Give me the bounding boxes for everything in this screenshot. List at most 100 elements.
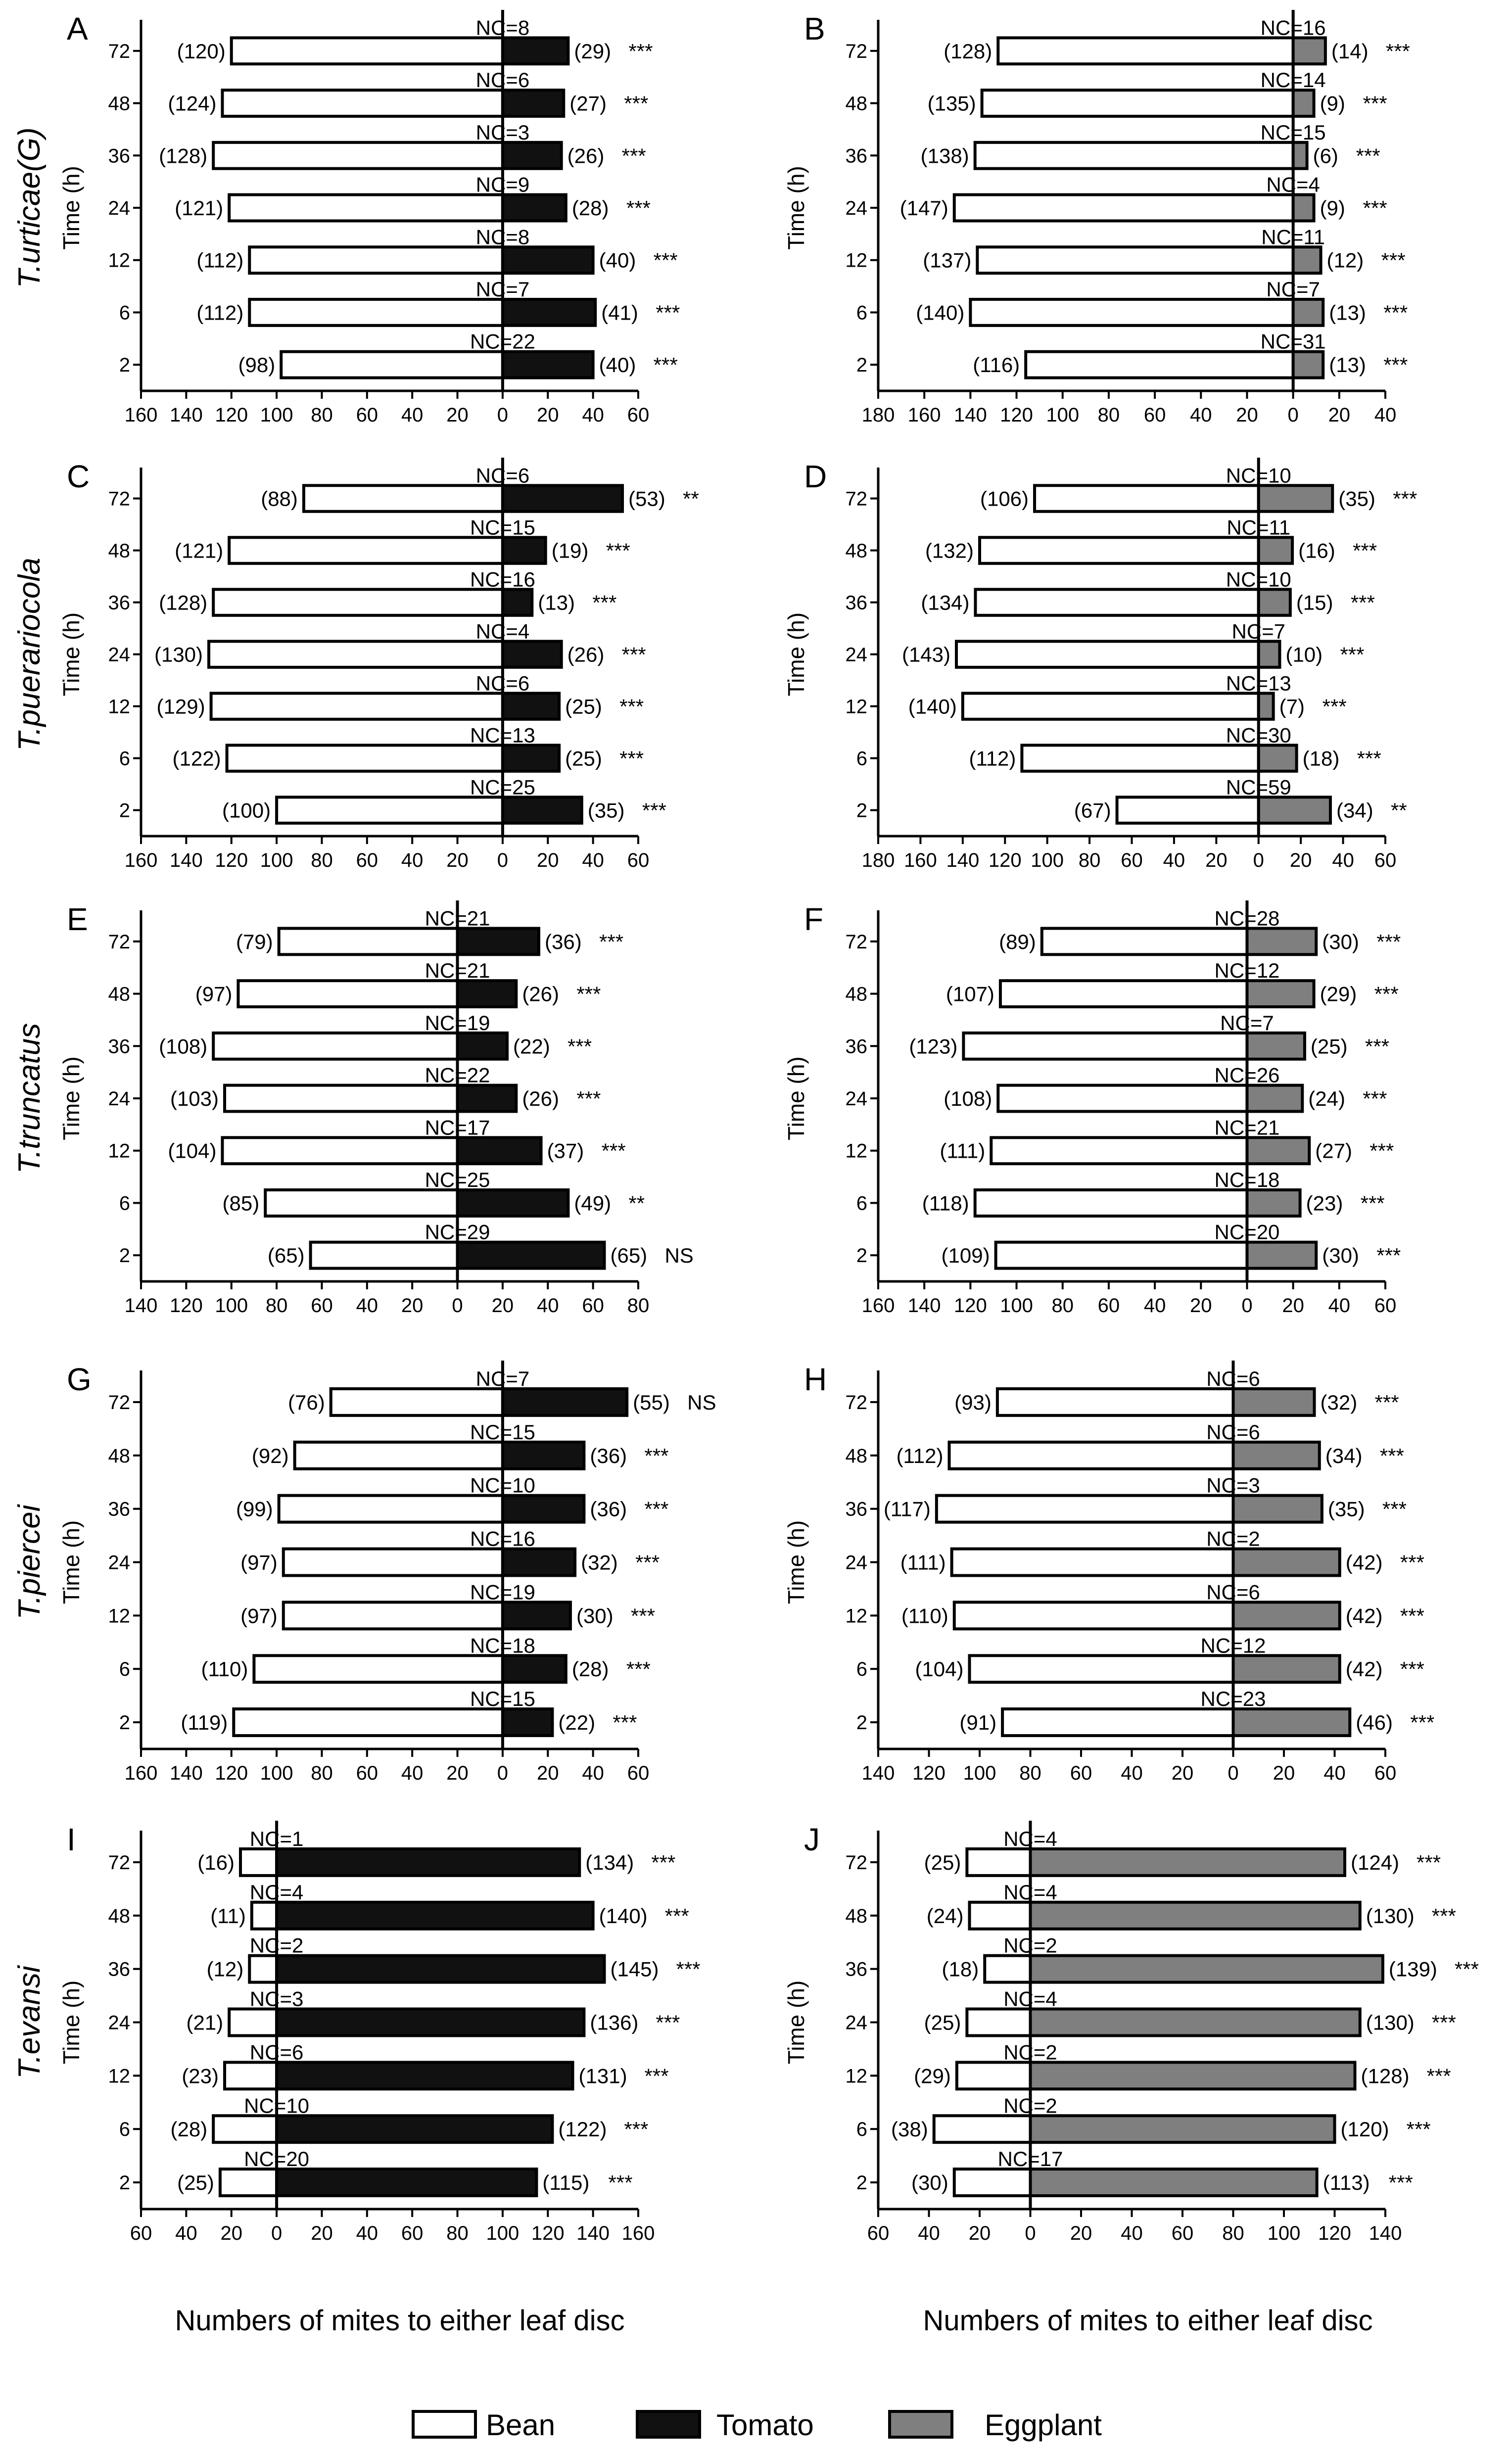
bar-count-label-left: (106): [980, 487, 1029, 511]
bar-tomato: [275, 1954, 606, 1984]
bar-eggplant: [1231, 1707, 1352, 1738]
nc-label: NC=18: [470, 1634, 535, 1657]
y-tick-label: 72: [846, 41, 868, 62]
bar-bean: [952, 1601, 1235, 1631]
nc-label: NC=17: [425, 1116, 490, 1139]
significance-label: ***: [1370, 1139, 1394, 1163]
bar-bean: [293, 1440, 504, 1470]
bar-count-label-left: (112): [196, 301, 243, 324]
significance-label: ***: [567, 1035, 592, 1058]
y-tick-label: 24: [108, 197, 131, 219]
bar-count-label-left: (89): [999, 930, 1036, 953]
x-tick-label: 0: [497, 849, 508, 871]
y-tick-label: 48: [846, 1445, 868, 1467]
nc-label: NC=15: [1261, 121, 1326, 144]
significance-label: ***: [1361, 1191, 1385, 1215]
bar-bean: [207, 640, 504, 669]
x-tick-label: 100: [260, 849, 293, 871]
bar-count-label-right: (25): [565, 747, 602, 770]
x-tick-label: 0: [1288, 404, 1299, 426]
x-tick-label: 20: [220, 2222, 242, 2244]
y-axis-label: Time (h): [58, 1520, 84, 1604]
x-tick-label: 20: [537, 1762, 559, 1784]
significance-label: ***: [1455, 1958, 1479, 1981]
bar-bean: [252, 1654, 504, 1684]
bar-bean: [1115, 796, 1260, 825]
species-label: T.urticae(G): [12, 127, 47, 288]
bar-bean: [277, 1494, 504, 1524]
bar-count-label-right: (29): [574, 40, 611, 63]
x-tick-label: 180: [862, 849, 895, 871]
bar-bean: [250, 1900, 279, 1931]
significance-label: ***: [631, 1604, 655, 1627]
y-tick-label: 72: [846, 1392, 868, 1414]
bar-count-label-left: (97): [240, 1604, 278, 1627]
bar-count-label-left: (11): [210, 1904, 246, 1928]
bar-eggplant: [1231, 1601, 1341, 1631]
bar-count-label-left: (128): [159, 591, 207, 614]
legend-label-tomato: Tomato: [716, 2408, 814, 2442]
bar-bean: [1033, 484, 1260, 513]
y-tick-label: 24: [108, 1552, 131, 1574]
nc-label: NC=10: [1226, 464, 1291, 487]
x-tick-label: 60: [1144, 404, 1166, 426]
y-tick-label: 24: [846, 1088, 868, 1110]
bar-bean: [965, 2007, 1032, 2037]
nc-label: NC=4: [476, 619, 530, 643]
significance-label: **: [683, 487, 699, 511]
panel-letter: F: [804, 901, 823, 937]
bar-bean: [974, 588, 1260, 617]
significance-label: ***: [1375, 1391, 1399, 1414]
x-tick-label: 40: [356, 1295, 378, 1317]
significance-label: ***: [1363, 196, 1387, 220]
y-tick-label: 12: [108, 1605, 131, 1627]
significance-label: ***: [576, 983, 601, 1006]
bar-count-label-right: (42): [1346, 1657, 1383, 1681]
bar-count-label-right: (25): [1311, 1035, 1348, 1058]
x-tick-label: 40: [582, 849, 604, 871]
x-tick-label: 40: [537, 1295, 559, 1317]
bar-bean: [996, 1084, 1249, 1113]
nc-label: NC=15: [470, 1687, 535, 1710]
bar-count-label-left: (120): [177, 40, 226, 63]
significance-label: ***: [602, 1139, 626, 1163]
bar-count-label-left: (128): [159, 144, 207, 167]
y-tick-label: 72: [108, 1852, 131, 1874]
significance-label: ***: [576, 1087, 601, 1110]
nc-label: NC=29: [425, 1221, 490, 1244]
bar-bean: [980, 89, 1295, 118]
bar-count-label-left: (147): [900, 196, 948, 220]
nc-label: NC=6: [1206, 1580, 1260, 1603]
significance-label: ***: [1400, 1604, 1424, 1627]
x-tick-label: 140: [170, 1762, 203, 1784]
significance-label: ***: [1376, 1244, 1401, 1267]
nc-label: NC=12: [1201, 1634, 1266, 1657]
species-label: T.puerariocola: [12, 558, 47, 751]
legend-swatch-eggplant: [888, 2410, 953, 2439]
bar-count-label-right: (6): [1313, 144, 1338, 167]
x-tick-label: 140: [170, 849, 203, 871]
significance-label: ***: [1407, 2118, 1431, 2141]
x-tick-label: 100: [1031, 849, 1064, 871]
bar-tomato: [501, 1440, 586, 1470]
bar-count-label-left: (112): [969, 747, 1016, 770]
bar-eggplant: [1245, 1240, 1318, 1270]
bar-eggplant: [1029, 1847, 1346, 1877]
y-tick-label: 24: [108, 644, 131, 666]
bar-tomato: [501, 588, 534, 617]
nc-label: NC=20: [1215, 1221, 1280, 1244]
bar-count-label-right: (30): [1322, 930, 1359, 953]
panel-a: AT.urticae(G) Time (h)160 140 120 100 80 60 40 2…: [12, 10, 680, 426]
significance-label: ***: [1400, 1551, 1424, 1574]
significance-label: ***: [1380, 1444, 1404, 1467]
bar-bean: [302, 484, 504, 513]
bar-count-label-right: (35): [1328, 1498, 1365, 1521]
panel-letter: A: [67, 11, 88, 47]
nc-label: NC=7: [1266, 278, 1320, 301]
bar-count-label-left: (25): [924, 1851, 961, 1874]
nc-label: NC=23: [1201, 1687, 1266, 1710]
bar-count-label-left: (21): [186, 2011, 223, 2034]
bar-eggplant: [1291, 245, 1323, 275]
nc-label: NC=8: [476, 225, 530, 248]
bar-count-label-left: (129): [157, 695, 205, 718]
